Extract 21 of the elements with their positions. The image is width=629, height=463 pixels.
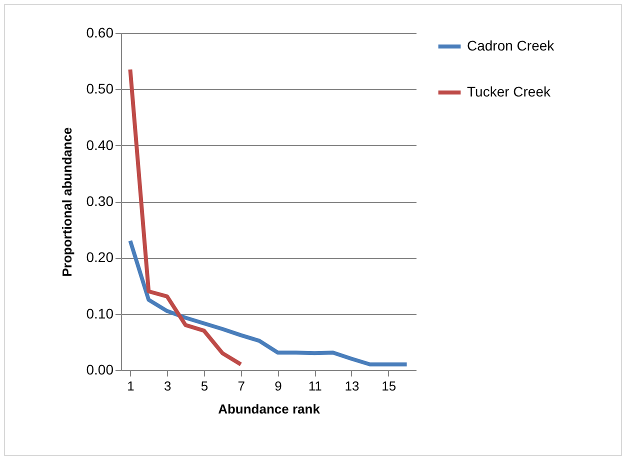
- x-tick-label: 9: [274, 378, 282, 394]
- y-tick-label: 0.30: [86, 193, 114, 209]
- x-tick-label: 1: [127, 378, 134, 394]
- x-tick-label: 7: [238, 378, 245, 394]
- x-tick-label: 15: [382, 378, 396, 394]
- y-tick-label: 0.60: [86, 24, 114, 40]
- y-axis-title: Proportional abundance: [59, 127, 74, 277]
- x-tick-label: 13: [344, 378, 360, 394]
- x-tick-label: 5: [200, 378, 208, 394]
- y-tick-label: 0.10: [86, 305, 114, 322]
- legend-label: Tucker Creek: [467, 84, 552, 100]
- legend-label: Cadron Creek: [467, 38, 556, 54]
- x-axis-title: Abundance rank: [218, 402, 321, 416]
- y-tick-label: 0.50: [86, 80, 114, 97]
- x-tick-label: 11: [308, 378, 322, 394]
- y-tick-label: 0.20: [86, 249, 114, 266]
- y-tick-label: 0.00: [86, 362, 114, 378]
- y-tick-label: 0.40: [86, 136, 114, 153]
- x-tick-label: 3: [164, 378, 172, 394]
- line-series: [128, 238, 409, 366]
- line-series: [128, 68, 243, 366]
